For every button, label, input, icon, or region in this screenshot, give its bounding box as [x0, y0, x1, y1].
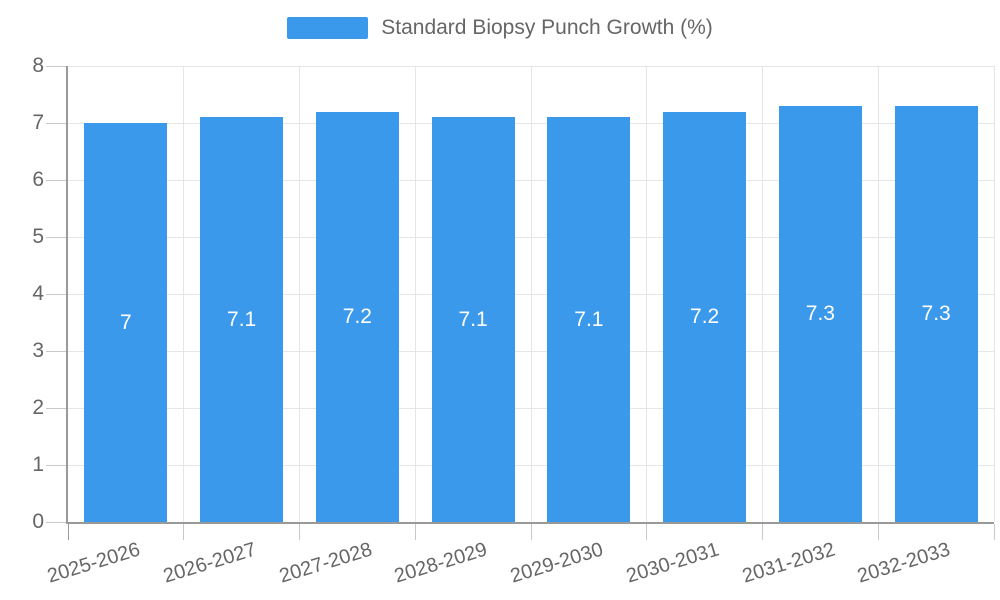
- y-tick-label: 1: [32, 453, 44, 476]
- x-tick-label: 2032-2033: [855, 538, 954, 588]
- legend-item[interactable]: Standard Biopsy Punch Growth (%): [287, 16, 713, 40]
- x-tick-label: 2031-2032: [739, 538, 838, 588]
- bar: [547, 117, 631, 522]
- x-tick-mark: [762, 524, 763, 540]
- bar: [894, 105, 978, 522]
- y-tick-mark: [46, 122, 68, 124]
- bar: [778, 105, 862, 522]
- x-axis-line: [66, 522, 994, 524]
- v-gridline: [877, 66, 879, 522]
- x-tick-mark: [67, 524, 69, 540]
- y-tick-label: 8: [32, 54, 44, 77]
- y-tick-label: 7: [32, 111, 44, 134]
- y-tick-mark: [46, 236, 68, 238]
- y-tick-mark: [46, 464, 68, 466]
- x-tick-label: 2030-2031: [623, 538, 722, 588]
- bar-value-label: 7.1: [227, 307, 257, 331]
- bar: [315, 111, 399, 522]
- chart-legend: Standard Biopsy Punch Growth (%): [0, 16, 1000, 40]
- v-gridline: [762, 66, 763, 522]
- bar-value-label: 7.1: [458, 307, 488, 331]
- v-gridline: [183, 66, 185, 522]
- bar-value-label: 7.2: [342, 304, 372, 328]
- bar: [84, 123, 168, 522]
- y-tick-mark: [46, 521, 68, 523]
- x-tick-mark: [877, 524, 879, 540]
- v-gridline: [299, 66, 300, 522]
- y-tick-label: 6: [32, 168, 44, 191]
- y-tick-label: 5: [32, 225, 44, 248]
- y-tick-mark: [46, 179, 68, 181]
- y-axis-line: [66, 66, 68, 524]
- x-tick-label: 2025-2026: [45, 538, 143, 588]
- bar-value-label: 7.2: [690, 304, 720, 328]
- x-tick-mark: [646, 524, 648, 540]
- x-tick-mark: [299, 524, 300, 540]
- y-tick-label: 4: [32, 282, 44, 305]
- legend-label: Standard Biopsy Punch Growth (%): [381, 16, 713, 39]
- v-gridline: [530, 66, 532, 522]
- v-gridline: [993, 66, 995, 522]
- bar-value-label: 7.3: [921, 301, 951, 325]
- y-tick-mark: [46, 350, 68, 352]
- bar: [663, 111, 747, 522]
- y-tick-mark: [46, 407, 68, 409]
- x-tick-mark: [530, 524, 532, 540]
- x-tick-mark: [993, 524, 995, 540]
- bar: [200, 117, 284, 522]
- x-tick-label: 2026-2027: [160, 538, 259, 588]
- bar: [431, 117, 515, 522]
- legend-swatch-icon: [287, 17, 369, 39]
- bar-value-label: 7.3: [805, 301, 835, 325]
- bar-value-label: 7: [120, 310, 132, 334]
- y-tick-label: 3: [32, 339, 44, 362]
- x-tick-label: 2028-2029: [392, 538, 491, 588]
- x-tick-label: 2027-2028: [276, 538, 375, 588]
- v-gridline: [414, 66, 416, 522]
- bar-value-label: 7.1: [574, 307, 604, 331]
- y-tick-label: 0: [32, 510, 44, 533]
- x-tick-label: 2029-2030: [508, 538, 606, 588]
- y-tick-mark: [46, 65, 68, 67]
- y-tick-mark: [46, 293, 68, 295]
- x-tick-mark: [414, 524, 416, 540]
- y-tick-label: 2: [32, 396, 44, 419]
- x-tick-mark: [183, 524, 185, 540]
- v-gridline: [646, 66, 648, 522]
